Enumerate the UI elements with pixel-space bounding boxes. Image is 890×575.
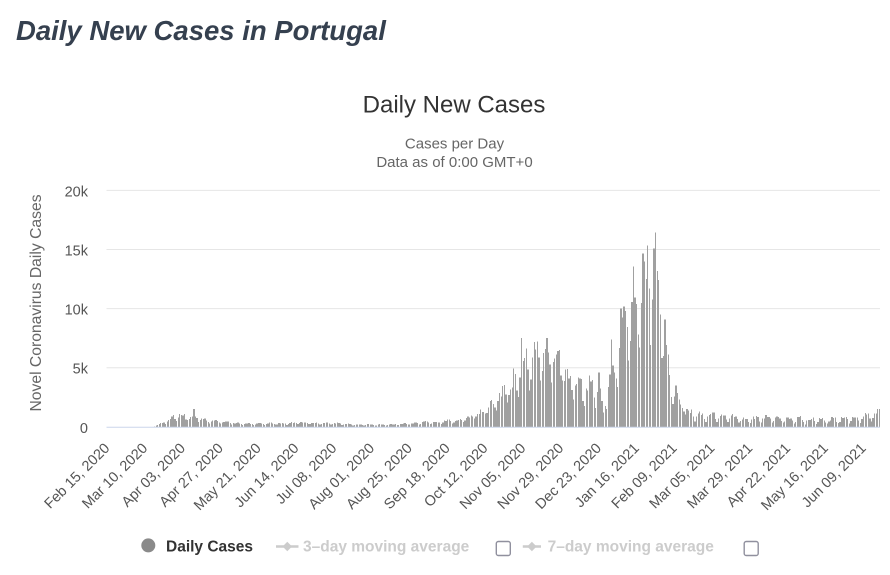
svg-text:Daily Cases: Daily Cases [166, 539, 253, 556]
svg-text:Data as of 0:00 GMT+0: Data as of 0:00 GMT+0 [376, 154, 532, 171]
svg-text:3–day moving average: 3–day moving average [303, 539, 470, 556]
svg-text:0: 0 [80, 421, 88, 437]
svg-text:20k: 20k [65, 184, 89, 200]
svg-text:7–day moving average: 7–day moving average [548, 539, 715, 556]
svg-text:10k: 10k [65, 303, 89, 319]
svg-text:Cases per Day: Cases per Day [405, 135, 505, 152]
svg-text:5k: 5k [73, 362, 89, 378]
svg-text:Daily New Cases: Daily New Cases [363, 92, 546, 119]
svg-text:Novel Coronavirus Daily Cases: Novel Coronavirus Daily Cases [28, 194, 45, 411]
svg-text:15k: 15k [65, 244, 89, 260]
